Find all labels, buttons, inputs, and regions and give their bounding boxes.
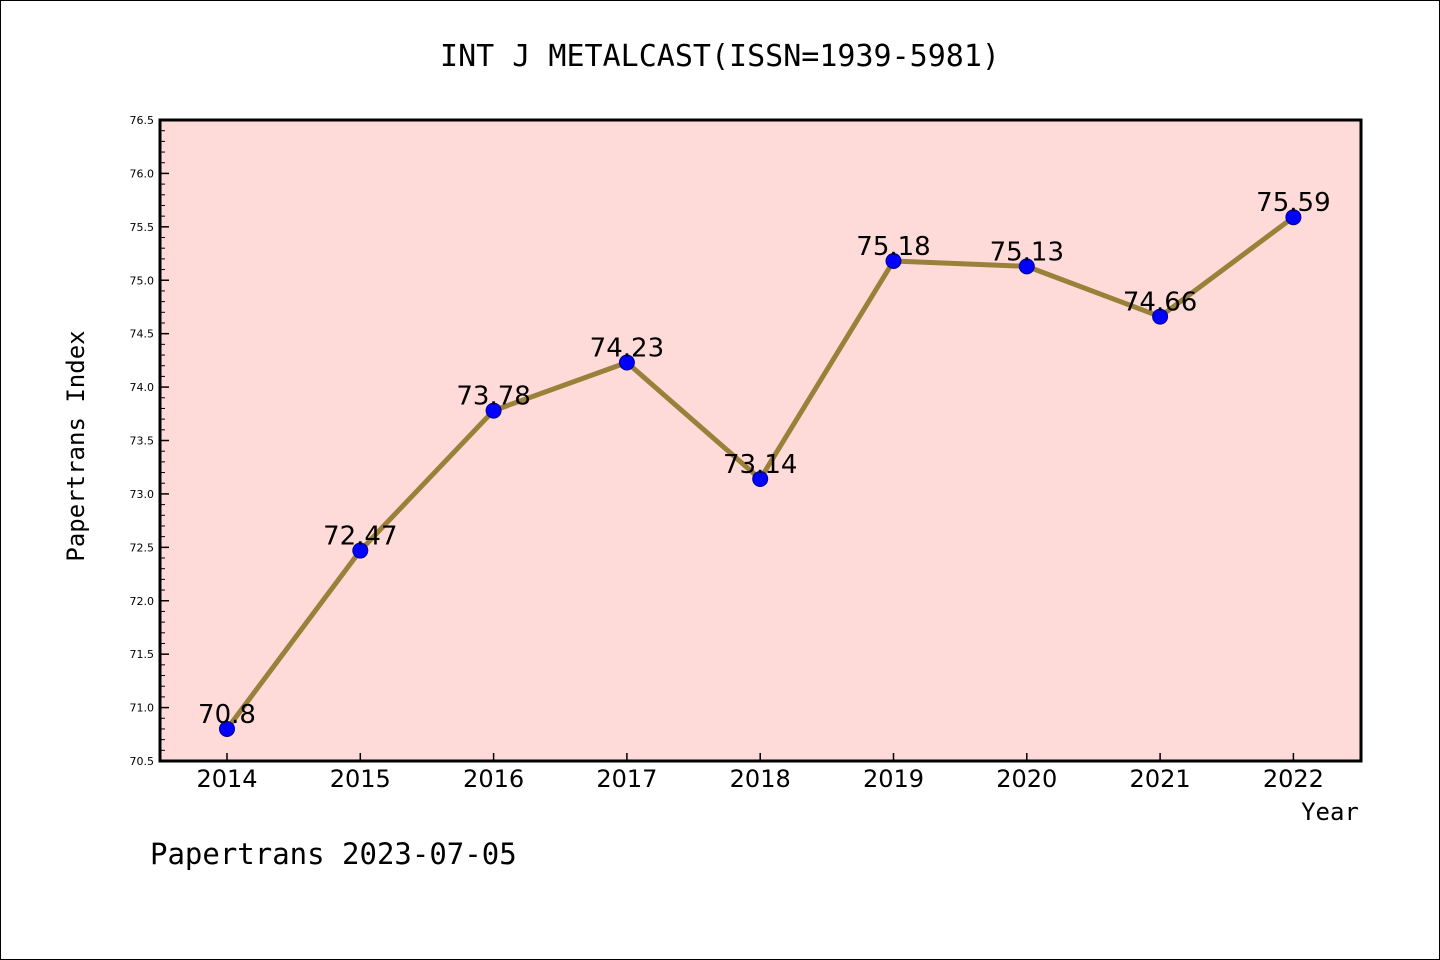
y-tick-label: 75.0 <box>130 274 155 287</box>
y-tick-label: 72.5 <box>130 541 155 554</box>
x-tick-label: 2015 <box>330 765 391 793</box>
data-label: 73.78 <box>456 382 530 412</box>
footer-text: Papertrans 2023-07-05 <box>150 837 517 871</box>
y-tick-label: 74.0 <box>130 381 155 394</box>
data-point <box>485 402 502 419</box>
data-point <box>618 354 635 371</box>
data-point <box>352 542 369 559</box>
x-tick-label: 2021 <box>1130 765 1191 793</box>
x-tick-label: 2016 <box>463 765 524 793</box>
data-label: 74.23 <box>590 334 664 364</box>
data-label: 74.66 <box>1123 288 1197 318</box>
y-tick-label: 73.5 <box>130 435 155 448</box>
data-label: 75.59 <box>1256 188 1330 218</box>
data-label: 72.47 <box>323 522 397 552</box>
data-markers <box>219 209 1302 737</box>
x-tick-label: 2018 <box>730 765 791 793</box>
x-tick-label: 2019 <box>863 765 924 793</box>
data-label: 73.14 <box>723 450 797 480</box>
y-tick-label: 71.5 <box>130 648 155 661</box>
chart-title: INT J METALCAST(ISSN=1939-5981) <box>440 39 1000 74</box>
x-tick-label: 2022 <box>1263 765 1324 793</box>
y-tick-label: 76.5 <box>130 114 155 127</box>
data-point <box>1285 209 1302 226</box>
y-axis: 70.5 71.0 71.5 72.0 72.5 73.0 73.5 74.0 74.5 75.0… <box>130 114 169 768</box>
data-label: 70.8 <box>198 700 256 730</box>
data-labels: 70.8 72.47 73.78 74.23 73.14 75.18 75.13 74.66 7… <box>198 188 1331 730</box>
data-label: 75.13 <box>990 237 1064 267</box>
data-point <box>885 253 902 270</box>
x-axis: 2014 2015 2016 2017 2018 2019 2020 2021 2022 <box>196 753 1324 793</box>
y-tick-label: 72.0 <box>130 595 155 608</box>
data-point <box>752 470 769 487</box>
y-tick-label: 73.0 <box>130 488 155 501</box>
x-axis-label: Year <box>1301 798 1359 826</box>
plot-area <box>158 118 1363 763</box>
y-tick-label: 76.0 <box>130 167 155 180</box>
x-tick-label: 2020 <box>996 765 1057 793</box>
data-point <box>1152 308 1169 325</box>
y-tick-label: 70.5 <box>130 755 155 768</box>
x-tick-label: 2017 <box>596 765 657 793</box>
x-tick-label: 2014 <box>196 765 257 793</box>
data-point <box>219 720 235 737</box>
y-tick-label: 71.0 <box>130 702 155 715</box>
y-tick-label: 75.5 <box>130 221 155 234</box>
y-axis-label: Papertrans Index <box>62 330 90 561</box>
data-label: 75.18 <box>856 232 930 262</box>
data-point <box>1018 258 1035 275</box>
y-tick-label: 74.5 <box>130 328 155 341</box>
